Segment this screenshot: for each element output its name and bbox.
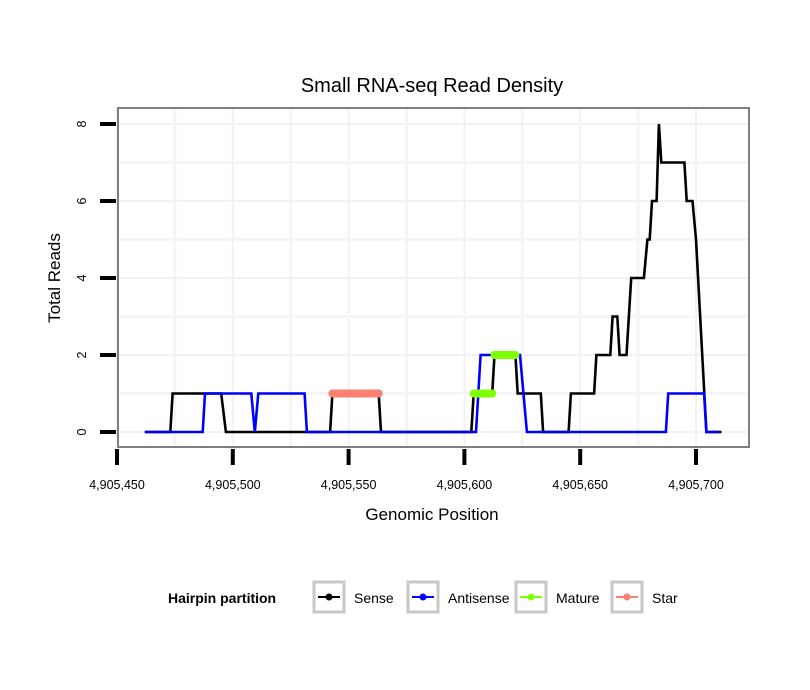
y-axis-title: Total Reads: [45, 233, 64, 323]
x-tick-label: 4,905,550: [321, 478, 377, 492]
legend-key-point: [325, 593, 333, 601]
y-tick-label: 0: [75, 428, 89, 435]
x-axis-title: Genomic Position: [365, 505, 498, 524]
series-line-antisense: [144, 353, 720, 434]
y-tick-label: 4: [75, 274, 89, 281]
plot-panel: [116, 107, 750, 448]
legend-item-sense: Sense: [312, 580, 394, 614]
y-tick-label: 2: [75, 351, 89, 358]
x-tick-label: 4,905,700: [668, 478, 724, 492]
legend-label: Sense: [354, 590, 394, 606]
x-tick-label: 4,905,650: [552, 478, 608, 492]
y-tick-label: 6: [75, 197, 89, 204]
legend-label: Mature: [556, 590, 600, 606]
chart-title: Small RNA-seq Read Density: [301, 75, 563, 97]
legend-item-antisense: Antisense: [406, 580, 510, 614]
panel-border: [117, 107, 750, 448]
legend-key-point: [527, 593, 535, 601]
legend-title: Hairpin partition: [168, 590, 276, 606]
series-layer: [144, 123, 722, 434]
legend-key-point: [419, 593, 427, 601]
y-tick-label: 8: [75, 120, 89, 127]
legend-item-star: Star: [610, 580, 678, 614]
y-axis: 0 2 4 6 8: [75, 120, 116, 435]
legend-key-point: [623, 593, 631, 601]
x-axis: 4,905,450 4,905,500 4,905,550 4,905,600 4,90…: [89, 449, 724, 492]
x-tick-label: 4,905,500: [205, 478, 261, 492]
legend: Hairpin partition Sense Antisense Mature St…: [168, 580, 678, 614]
legend-item-mature: Mature: [514, 580, 600, 614]
x-tick-label: 4,905,600: [437, 478, 493, 492]
legend-label: Antisense: [448, 590, 510, 606]
x-tick-label: 4,905,450: [89, 478, 145, 492]
legend-label: Star: [652, 590, 678, 606]
